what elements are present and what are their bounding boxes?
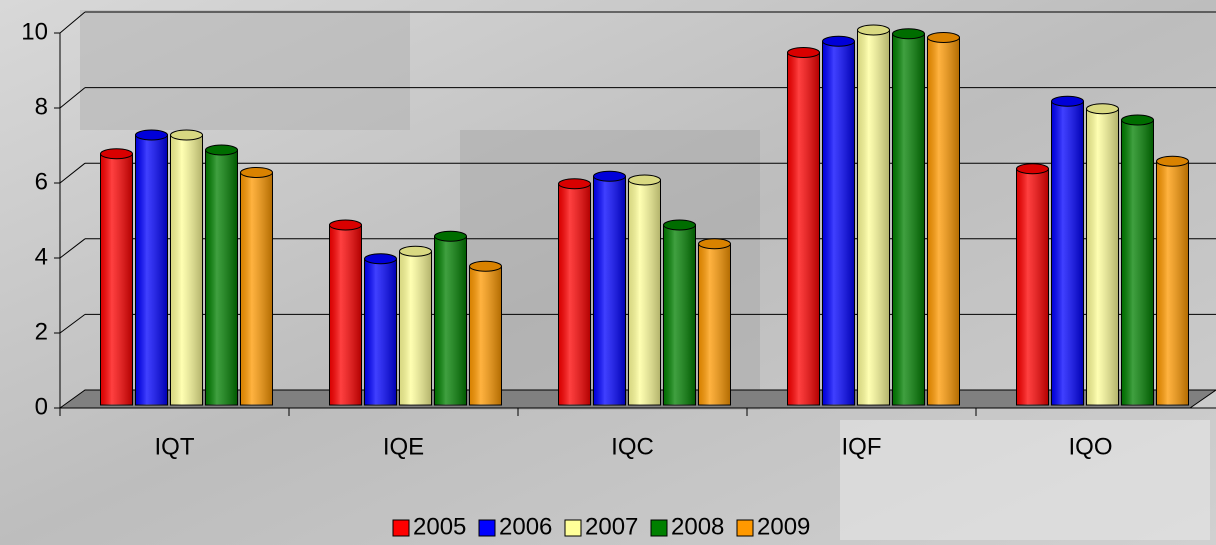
legend-label: 2007 bbox=[585, 513, 638, 540]
bar-shade bbox=[699, 244, 731, 405]
legend-swatch bbox=[737, 520, 753, 536]
bar-shade bbox=[1087, 109, 1119, 405]
bar-shade bbox=[788, 53, 820, 406]
bar-shade bbox=[629, 180, 661, 405]
bar-cap-shade bbox=[400, 246, 432, 256]
bar-shade bbox=[928, 38, 960, 406]
x-tick-label: IQT bbox=[155, 433, 195, 460]
bar-shade bbox=[470, 266, 502, 405]
x-tick-label: IQF bbox=[842, 433, 882, 460]
background-photo bbox=[840, 420, 1210, 540]
bar-shade bbox=[435, 236, 467, 405]
bar-cap-shade bbox=[1157, 156, 1189, 166]
bar-shade bbox=[136, 135, 168, 405]
bar-cap-shade bbox=[330, 220, 362, 230]
x-tick-label: IQO bbox=[1068, 433, 1112, 460]
bar-cap-shade bbox=[241, 168, 273, 178]
y-tick-label: 10 bbox=[21, 18, 48, 45]
bar-shade bbox=[206, 150, 238, 405]
bar-shade bbox=[1017, 169, 1049, 405]
bar-shade bbox=[1122, 120, 1154, 405]
bar-cap-shade bbox=[435, 231, 467, 241]
bar-cap-shade bbox=[699, 239, 731, 249]
bar-cap-shade bbox=[1052, 96, 1084, 106]
y-tick-label: 8 bbox=[35, 93, 48, 120]
bar-shade bbox=[400, 251, 432, 405]
background-photo bbox=[80, 10, 410, 130]
legend-label: 2008 bbox=[671, 513, 724, 540]
x-tick-label: IQC bbox=[611, 433, 654, 460]
legend-swatch bbox=[479, 520, 495, 536]
bar-cap-shade bbox=[629, 175, 661, 185]
bar-shade bbox=[171, 135, 203, 405]
bar-cap-shade bbox=[470, 261, 502, 271]
bar-shade bbox=[664, 225, 696, 405]
bar-cap-shade bbox=[101, 149, 133, 159]
bar-cap-shade bbox=[136, 130, 168, 140]
bar-cap-shade bbox=[1087, 104, 1119, 114]
bar-cap-shade bbox=[664, 220, 696, 230]
y-tick-label: 4 bbox=[35, 243, 48, 270]
bar-cap-shade bbox=[893, 29, 925, 39]
bar-shade bbox=[559, 184, 591, 405]
chart: 0 2 4 6 8 10 IQT IQE IQC IQF IQO 2005 2006 2007 2008 20… bbox=[0, 0, 1216, 545]
bar-cap-shade bbox=[1122, 115, 1154, 125]
bar-shade bbox=[101, 154, 133, 405]
bar-shade bbox=[893, 34, 925, 405]
bar-shade bbox=[1157, 161, 1189, 405]
bar-cap-shade bbox=[171, 130, 203, 140]
x-tick-label: IQE bbox=[383, 433, 424, 460]
bar-shade bbox=[330, 225, 362, 405]
bar-cap-shade bbox=[559, 179, 591, 189]
bar-cap-shade bbox=[594, 171, 626, 181]
bar-cap-shade bbox=[206, 145, 238, 155]
y-tick-label: 2 bbox=[35, 318, 48, 345]
bar-cap-shade bbox=[788, 48, 820, 58]
bar-shade bbox=[241, 173, 273, 406]
bar-cap-shade bbox=[928, 33, 960, 43]
bar-cap-shade bbox=[858, 25, 890, 35]
legend-swatch bbox=[393, 520, 409, 536]
legend-swatch bbox=[651, 520, 667, 536]
bar-shade bbox=[1052, 101, 1084, 405]
bar-cap-shade bbox=[1017, 164, 1049, 174]
bar-shade bbox=[823, 41, 855, 405]
bar-shade bbox=[594, 176, 626, 405]
y-tick-label: 6 bbox=[35, 168, 48, 195]
y-tick-label: 0 bbox=[35, 393, 48, 420]
legend-swatch bbox=[565, 520, 581, 536]
bar-cap-shade bbox=[365, 254, 397, 264]
legend-label: 2009 bbox=[757, 513, 810, 540]
legend-label: 2005 bbox=[413, 513, 466, 540]
bar-shade bbox=[858, 30, 890, 405]
legend-label: 2006 bbox=[499, 513, 552, 540]
bar-shade bbox=[365, 259, 397, 405]
bar-cap-shade bbox=[823, 36, 855, 46]
